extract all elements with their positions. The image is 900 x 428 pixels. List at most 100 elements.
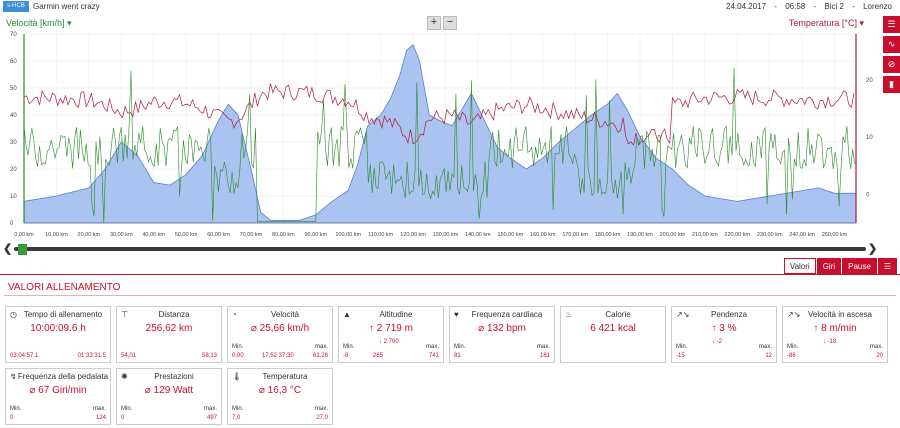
card-value: ⌀ 25,66 km/h [250, 323, 310, 334]
slider-handle[interactable] [18, 244, 27, 255]
card-value: ⌀ 67 Giri/min [29, 385, 87, 396]
x-tick-label: 40,00 km [142, 232, 165, 238]
x-tick-label: 250,00 km [822, 232, 848, 238]
card-max-value: 61,28 [312, 353, 328, 359]
card-max-label: max. [869, 344, 883, 350]
list-view-icon[interactable]: ☰ [877, 258, 897, 274]
slider-right-arrow[interactable]: ❯ [868, 243, 878, 255]
session-info: 24.04.2017 - 06:58 - Bici 2 - Lorenzo [726, 2, 892, 11]
chart-toolbar: ☰ ∿ ⊘ ▮ [883, 16, 900, 96]
card-title: Velocità in ascesa [807, 310, 873, 319]
card-pedalata: ↯ Frequenza della pedalata ⌀ 67 Giri/min Mi… [5, 368, 111, 425]
card-min-value: 0 [10, 415, 14, 421]
pendenza-icon: ↗↘ [676, 310, 690, 319]
left-tick-label: 70 [10, 32, 17, 38]
right-tick-label: 20 [866, 78, 873, 84]
card-max-value: 741 [428, 353, 439, 359]
right-tick-label: 0 [866, 192, 870, 198]
x-tick-label: 220,00 km [724, 232, 750, 238]
session-time: 06:58 [785, 2, 806, 11]
velocita-icon: ◔ [232, 310, 237, 319]
card-frequenza: ♥ Frequenza cardiaca ⌀ 132 bpm Min. max. 81 16… [449, 306, 555, 363]
card-max-label: max. [314, 406, 328, 412]
card-min-value: 54,01 [121, 353, 137, 359]
card-min-value: -8 [343, 353, 349, 359]
x-tick-label: 160,00 km [530, 232, 556, 238]
left-tick-label: 30 [10, 140, 17, 146]
x-tick-label: 200,00 km [660, 232, 686, 238]
card-max-value: 58,13 [201, 353, 217, 359]
zoom-out-button[interactable]: − [443, 16, 457, 30]
card-max-value: 27,0 [316, 415, 328, 421]
card-tempo: ◷ Tempo di allenamento 10:00:09.6 h 03:04:5… [5, 306, 111, 363]
card-max-value: 01:33:31.5 [77, 353, 106, 359]
chart-header: Velocità [km/h] ▾ + − Temperatura [°C] ▾ [0, 16, 880, 30]
x-tick-label: 80,00 km [272, 232, 295, 238]
zoom-in-button[interactable]: + [427, 16, 441, 30]
x-tick-label: 50,00 km [175, 232, 198, 238]
tab-giri[interactable]: Giri [816, 258, 842, 274]
card-max-label: max. [92, 406, 106, 412]
line-chart-icon[interactable]: ∿ [883, 36, 900, 53]
card-min-value: 0,00 [232, 353, 244, 359]
left-tick-label: 20 [10, 167, 17, 173]
card-title: Pendenza [710, 310, 748, 319]
list-icon[interactable]: ☰ [883, 16, 900, 33]
frequenza-icon: ♥ [454, 310, 459, 319]
card-title: Prestazioni [154, 372, 194, 381]
card-sub-value: ↓ -2 [712, 339, 723, 345]
distanza-icon: ⊤ [121, 310, 128, 319]
tempo-icon: ◷ [10, 310, 17, 319]
card-max-value: 161 [539, 353, 550, 359]
x-tick-label: 100,00 km [335, 232, 361, 238]
card-title: Calorie [605, 310, 631, 319]
card-min-label: Min. [232, 344, 244, 350]
left-axis-selector[interactable]: Velocità [km/h] ▾ [6, 18, 72, 28]
workout-title: Garmin went crazy [33, 2, 100, 11]
x-tick-label: 210,00 km [692, 232, 718, 238]
card-min-value: 81 [454, 353, 461, 359]
pedalata-icon: ↯ [10, 372, 17, 381]
no-symbol-icon[interactable]: ⊘ [883, 56, 900, 73]
card-min-value: -86 [787, 353, 796, 359]
ascesa-icon: ↗↘ [787, 310, 801, 319]
x-tick-label: 230,00 km [757, 232, 783, 238]
card-value: 6 421 kcal [590, 323, 636, 334]
card-altitudine: ▲ Altitudine ↑ 2 719 m Min. max. -8 741 265 ↓ 2.… [338, 306, 444, 363]
card-value: ⌀ 132 bpm [478, 323, 526, 334]
card-max-value: 20 [876, 353, 883, 359]
card-title: Frequenza cardiaca [471, 310, 543, 319]
altitudine-icon: ▲ [343, 310, 351, 319]
x-tick-label: 240,00 km [789, 232, 815, 238]
card-title: Temperatura [262, 372, 308, 381]
slider-left-arrow[interactable]: ❮ [3, 243, 13, 255]
card-min-label: Min. [787, 344, 799, 350]
range-slider[interactable]: ❮ ❯ [0, 242, 880, 256]
tab-valori[interactable]: Valori [783, 258, 816, 274]
x-tick-label: 190,00 km [627, 232, 653, 238]
slider-track[interactable] [14, 247, 866, 251]
card-max-label: max. [314, 344, 328, 350]
x-tick-label: 120,00 km [400, 232, 426, 238]
card-title: Tempo di allenamento [23, 310, 103, 319]
bar-chart-icon[interactable]: ▮ [883, 76, 900, 93]
card-min-label: Min. [10, 406, 22, 412]
card-sub-value: ↓ -18 [823, 339, 837, 345]
card-min-label: Min. [232, 406, 244, 412]
card-min-value: 0 [121, 415, 125, 421]
x-tick-label: 140,00 km [465, 232, 491, 238]
card-max-label: max. [203, 406, 217, 412]
prestazioni-icon: ✺ [121, 372, 128, 381]
card-min-label: Min. [454, 344, 466, 350]
speed-series [23, 67, 855, 223]
left-tick-label: 40 [10, 113, 17, 119]
tab-pause[interactable]: Pause [842, 258, 877, 274]
right-axis-selector[interactable]: Temperatura [°C] ▾ [788, 18, 864, 28]
card-title: Distanza [158, 310, 190, 319]
right-tick-label: 10 [866, 135, 873, 141]
card-min-value: -15 [676, 353, 685, 359]
temperature-series [23, 83, 855, 147]
card-min-label: Min. [121, 406, 133, 412]
card-value: ↑ 3 % [711, 323, 737, 334]
